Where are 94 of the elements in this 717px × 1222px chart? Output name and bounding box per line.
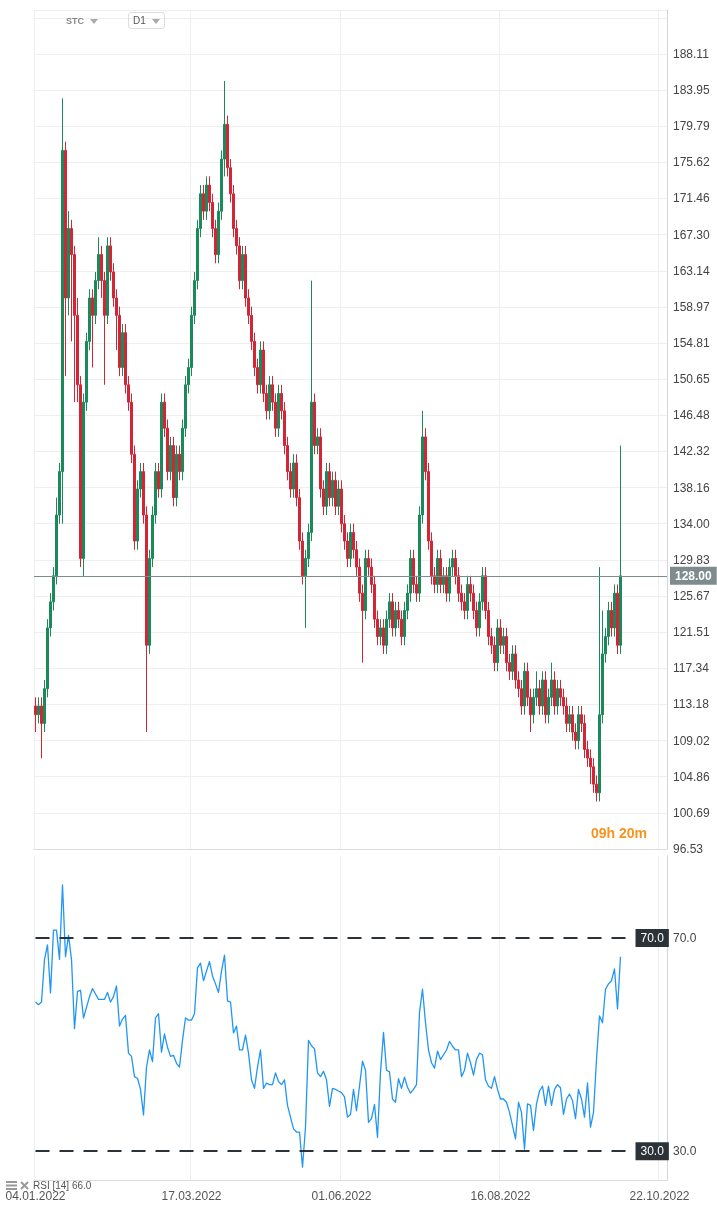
candlestick (175, 445, 178, 507)
candlestick (445, 566, 448, 603)
candlestick (436, 549, 439, 594)
candlestick (598, 566, 601, 803)
candlestick (619, 445, 622, 655)
candlestick (172, 436, 175, 507)
y-tick-label: 30.0 (673, 1144, 697, 1159)
candlestick (466, 575, 469, 620)
text: RSI [14] 66.0 (33, 1180, 92, 1191)
candlestick (91, 288, 94, 368)
candlestick (610, 601, 613, 638)
candlestick (502, 627, 505, 655)
candlestick (337, 479, 340, 516)
y-tick-label: 175.62 (673, 155, 711, 170)
candlestick (556, 679, 559, 716)
y-tick-label: 125.67 (673, 589, 711, 604)
candlestick (568, 705, 571, 733)
candlestick (439, 549, 442, 594)
candlestick (577, 705, 580, 750)
candlestick (106, 236, 109, 325)
candlestick (259, 340, 262, 394)
candlestick (67, 210, 70, 316)
candlestick (169, 436, 172, 481)
candlestick (205, 175, 208, 221)
ref-line-label: 30.0 (640, 1144, 665, 1159)
candlestick (391, 592, 394, 638)
candlestick (382, 618, 385, 655)
y-tick-label: 142.32 (673, 444, 711, 459)
candlestick (349, 523, 352, 568)
annotation: D1 (128, 12, 165, 29)
candlestick (37, 696, 40, 724)
candlestick (277, 384, 280, 438)
candlestick (538, 679, 541, 716)
candlestick (544, 670, 547, 724)
annotation: STC (66, 16, 85, 26)
candlestick (64, 141, 67, 377)
candlestick (364, 549, 367, 620)
candlestick (442, 566, 445, 594)
candlestick (241, 245, 244, 290)
candlestick (499, 618, 502, 655)
y-tick-label: 121.51 (673, 625, 711, 640)
y-tick-label: 183.95 (673, 83, 711, 98)
x-tick-label: 17.03.2022 (161, 1189, 222, 1203)
candlestick (541, 670, 544, 716)
y-tick-label: 109.02 (673, 733, 711, 748)
y-tick-label: 154.81 (673, 336, 711, 351)
x-tick-label: 01.06.2022 (311, 1189, 372, 1203)
ref-line-label: 128.00 (675, 568, 713, 583)
y-tick-label: 150.65 (673, 372, 711, 387)
y-tick-label: 167.30 (673, 227, 711, 242)
candlestick (157, 462, 160, 499)
candlestick (160, 392, 163, 499)
candlestick (34, 696, 37, 733)
line-series (34, 884, 622, 1168)
candlestick (613, 583, 616, 638)
y-tick-label: 100.69 (673, 805, 711, 820)
ref-line-label: 70.0 (640, 931, 665, 946)
annotation: 09h 20m (591, 825, 648, 841)
candlestick (553, 670, 556, 716)
candlestick (511, 644, 514, 681)
candlestick (61, 97, 64, 525)
y-tick-label: 117.34 (673, 661, 710, 676)
y-tick-label: 179.79 (673, 119, 711, 134)
y-tick-label: 96.53 (673, 842, 704, 856)
candlestick (202, 184, 205, 221)
candlestick (523, 662, 526, 716)
y-tick-label: 146.48 (673, 408, 711, 423)
y-tick-label: 70.0 (673, 931, 697, 946)
y-tick-label: 158.97 (673, 299, 711, 314)
candlestick (325, 462, 328, 516)
candlestick (334, 471, 337, 516)
candlestick (268, 375, 271, 421)
candlestick (379, 618, 382, 646)
y-tick-label: 163.14 (673, 263, 711, 278)
y-tick-label: 171.46 (673, 191, 711, 206)
y-tick-label: 104.86 (673, 769, 711, 784)
candlestick (40, 696, 43, 759)
candlestick (496, 618, 499, 672)
x-tick-label: 16.08.2022 (470, 1189, 531, 1203)
candlestick (616, 583, 619, 655)
y-tick-label: 138.16 (673, 480, 711, 495)
y-tick-label: 129.83 (673, 552, 711, 567)
x-tick-label: 22.10.2022 (629, 1189, 690, 1203)
candlestick (292, 453, 295, 499)
candlestick (313, 392, 316, 455)
candlestick (328, 462, 331, 507)
candlestick (331, 471, 334, 507)
y-tick-label: 113.18 (673, 697, 710, 712)
candlestick (178, 445, 181, 481)
y-tick-label: 188.11 (673, 46, 710, 61)
y-tick-label: 134.00 (673, 516, 711, 531)
candlestick (121, 323, 124, 377)
candlestick (394, 601, 397, 638)
candlestick (316, 427, 319, 455)
